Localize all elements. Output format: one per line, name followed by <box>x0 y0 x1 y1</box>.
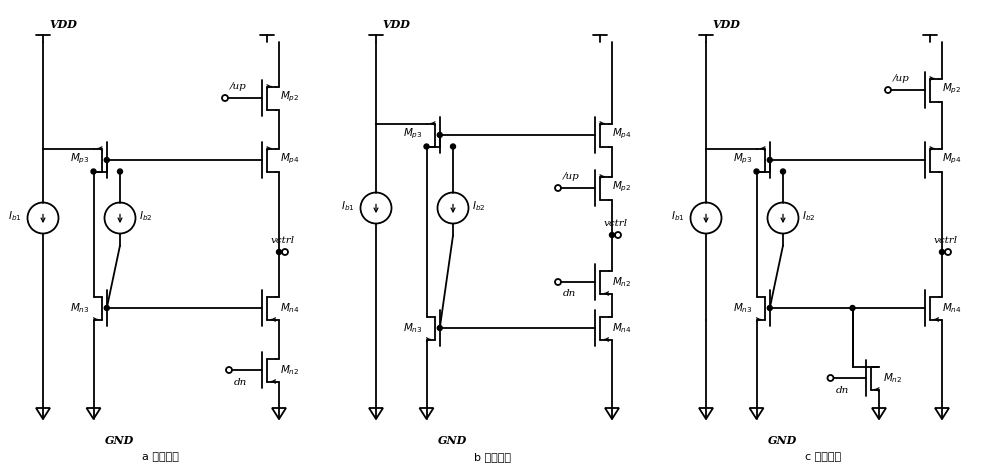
Text: $M_{n3}$: $M_{n3}$ <box>733 301 753 315</box>
Text: dn: dn <box>234 378 247 387</box>
Text: $M_{p2}$: $M_{p2}$ <box>280 90 299 104</box>
Text: GND: GND <box>768 435 798 446</box>
Text: $M_{n3}$: $M_{n3}$ <box>403 321 422 335</box>
Text: $I_{b1}$: $I_{b1}$ <box>671 209 685 223</box>
Text: $I_{b1}$: $I_{b1}$ <box>341 199 355 213</box>
Circle shape <box>118 169 123 174</box>
Text: VDD: VDD <box>49 19 77 30</box>
Text: $M_{n2}$: $M_{n2}$ <box>612 275 632 289</box>
Circle shape <box>104 157 109 163</box>
Circle shape <box>437 133 442 138</box>
Text: $M_{p3}$: $M_{p3}$ <box>70 152 90 166</box>
Text: $I_{b2}$: $I_{b2}$ <box>802 209 816 223</box>
Circle shape <box>450 144 456 149</box>
Text: dn: dn <box>836 386 849 395</box>
Text: VDD: VDD <box>382 19 410 30</box>
Text: c 栎极开关: c 栎极开关 <box>805 452 841 462</box>
Text: vctrl: vctrl <box>934 236 958 245</box>
Text: /up: /up <box>230 82 247 91</box>
Text: /up: /up <box>893 74 910 83</box>
Text: vctrl: vctrl <box>604 219 628 228</box>
Text: $M_{p3}$: $M_{p3}$ <box>403 127 422 141</box>
Text: GND: GND <box>438 435 468 446</box>
Circle shape <box>104 306 109 311</box>
Text: VDD: VDD <box>712 19 740 30</box>
Text: $M_{p4}$: $M_{p4}$ <box>612 127 632 141</box>
Text: GND: GND <box>105 435 135 446</box>
Text: $M_{n4}$: $M_{n4}$ <box>612 321 632 335</box>
Text: $M_{n2}$: $M_{n2}$ <box>280 363 299 377</box>
Text: $M_{n4}$: $M_{n4}$ <box>280 301 299 315</box>
Circle shape <box>754 169 759 174</box>
Circle shape <box>940 250 944 254</box>
Circle shape <box>610 233 614 237</box>
Circle shape <box>850 306 855 311</box>
Text: $M_{p4}$: $M_{p4}$ <box>942 152 962 166</box>
Circle shape <box>780 169 786 174</box>
Text: $I_{b1}$: $I_{b1}$ <box>8 209 22 223</box>
Text: dn: dn <box>563 289 576 298</box>
Text: $M_{n3}$: $M_{n3}$ <box>70 301 90 315</box>
Text: b 漏极开关: b 漏极开关 <box>475 452 512 462</box>
Text: $M_{n2}$: $M_{n2}$ <box>883 371 902 385</box>
Text: $M_{p2}$: $M_{p2}$ <box>942 82 962 96</box>
Circle shape <box>277 250 282 254</box>
Circle shape <box>91 169 96 174</box>
Text: vctrl: vctrl <box>271 236 295 245</box>
Text: $I_{b2}$: $I_{b2}$ <box>472 199 486 213</box>
Text: $I_{b2}$: $I_{b2}$ <box>139 209 153 223</box>
Text: $M_{p3}$: $M_{p3}$ <box>733 152 753 166</box>
Circle shape <box>767 306 772 311</box>
Circle shape <box>437 326 442 330</box>
Circle shape <box>424 144 429 149</box>
Text: $M_{n4}$: $M_{n4}$ <box>942 301 962 315</box>
Text: $M_{p4}$: $M_{p4}$ <box>280 152 299 166</box>
Text: /up: /up <box>563 172 580 181</box>
Circle shape <box>767 157 772 163</box>
Text: $M_{p2}$: $M_{p2}$ <box>612 180 632 194</box>
Text: a 源极开关: a 源极开关 <box>142 452 178 462</box>
